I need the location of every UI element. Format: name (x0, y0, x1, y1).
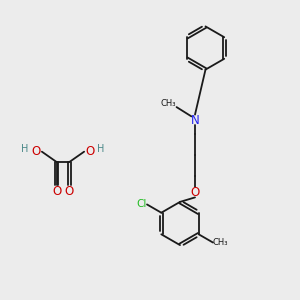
Text: H: H (21, 144, 28, 154)
Text: O: O (52, 185, 61, 198)
Text: Cl: Cl (136, 200, 147, 209)
Text: O: O (65, 185, 74, 198)
Text: H: H (97, 144, 104, 154)
Text: CH₃: CH₃ (213, 238, 228, 247)
Text: O: O (190, 185, 200, 199)
Text: N: N (190, 113, 200, 127)
Text: CH₃: CH₃ (160, 99, 176, 108)
Text: O: O (85, 145, 94, 158)
Text: O: O (32, 145, 41, 158)
